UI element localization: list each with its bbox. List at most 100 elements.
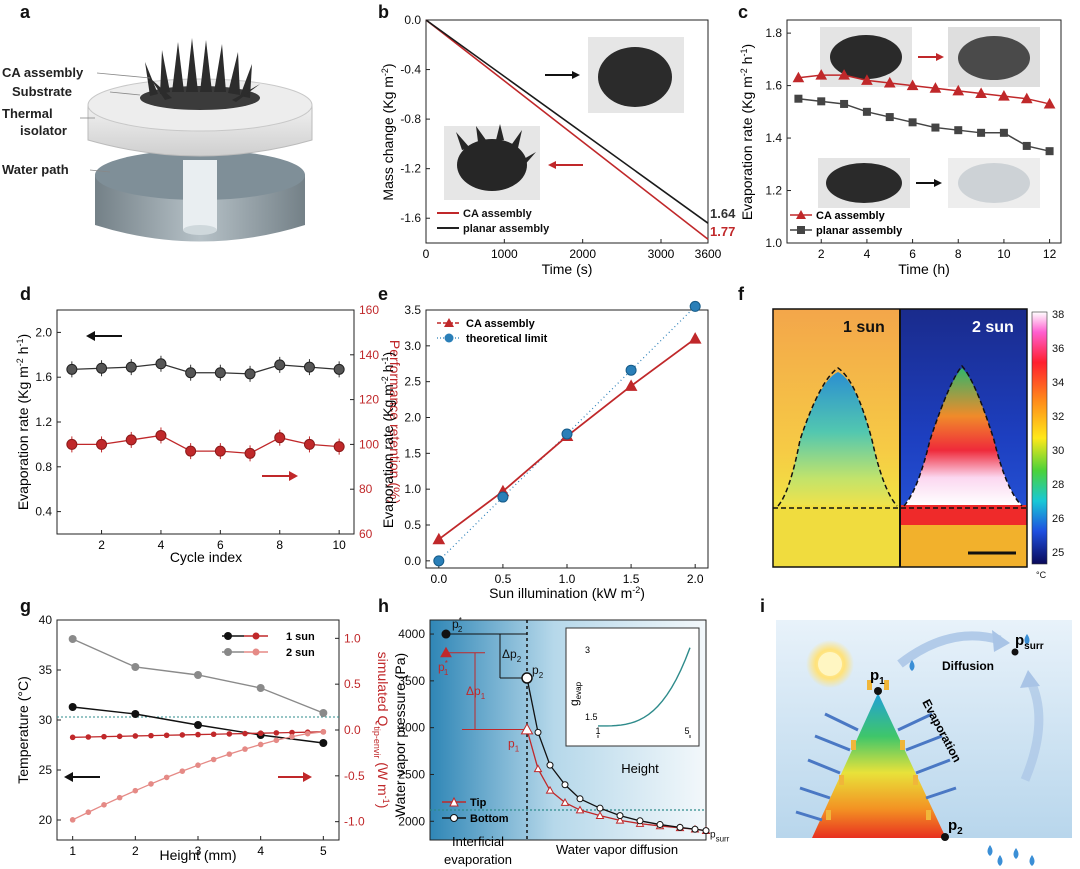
c-ca-point (952, 84, 965, 96)
c-ca-point (838, 69, 850, 80)
e-xtick-label: 1.5 (623, 572, 640, 586)
g-right-ytick-label: 0.5 (344, 677, 361, 691)
g-sim-point (273, 737, 280, 744)
panel-letter-c: c (738, 2, 748, 22)
c-xlabel: Time (h) (898, 261, 950, 277)
cone-outline-1sun (777, 367, 898, 507)
c-ytick-label: 1.4 (765, 131, 782, 145)
e-theoretical-point (497, 491, 509, 503)
g-sim-point (289, 729, 295, 736)
h-label-psurr: psurr (710, 830, 730, 844)
c-planar-point (1045, 147, 1054, 156)
h-ytick-label: 2500 (398, 767, 425, 781)
h-ylabel: Water vapor pressure (Pa) (392, 653, 408, 817)
d-right-ytick-label: 100 (359, 437, 379, 451)
cbar-tick-28: 28 (1052, 479, 1064, 491)
c-xtick-label: 6 (909, 247, 916, 261)
d-retention-point (96, 438, 108, 450)
g-xtick-label: 2 (132, 844, 139, 858)
e-theoretical-point (561, 428, 573, 440)
photo-inset-ca (444, 124, 540, 200)
d-retention-point (125, 434, 137, 446)
panel-d-chart: Cycle index Evaporation rate (Kg m-2 h-1… (15, 303, 403, 565)
g-sim-point (69, 817, 76, 823)
h-label-p1star: p* 1 (438, 659, 449, 677)
h-inset: 3 1.5 1 1 5 Height gevap (565, 627, 700, 776)
c-ca-point (975, 87, 987, 98)
g-sim-point (179, 768, 186, 774)
c-ca-point (998, 90, 1010, 101)
g-sim-point (85, 734, 92, 740)
e-ca-point (688, 332, 702, 344)
label-psurr: psurr (1015, 632, 1044, 652)
legend-b-planar: planar assembly (463, 223, 550, 235)
legend-h-tip: Tip (470, 797, 487, 809)
d-retention-point (274, 432, 286, 444)
g-sim-point (148, 781, 154, 787)
e-theoretical-point (625, 364, 637, 376)
b-ytick-label: 0.0 (404, 13, 421, 27)
g-temp-point (256, 684, 265, 692)
h-bottom-point (616, 812, 624, 820)
cbar-tick-26: 26 (1052, 513, 1064, 525)
c-ylabel: Evaporation rate (Kg m-2 h-1) (739, 44, 755, 220)
d-ytick-label: 2.0 (35, 325, 52, 339)
h-ytick-label: 3500 (398, 674, 425, 688)
cbar-tick-34: 34 (1052, 377, 1064, 389)
photo-inset-planar-after (948, 158, 1040, 208)
series-line-d-evap (71, 363, 340, 375)
legend-e-ca: CA assembly (466, 318, 536, 330)
g-xtick-label: 4 (257, 844, 264, 858)
c-planar-point (840, 99, 849, 108)
d-ytick-label: 1.2 (35, 415, 52, 429)
h-xlabel-left: Interficial (452, 834, 504, 849)
d-ytick-label: 0.4 (35, 505, 52, 519)
c-planar-point (977, 128, 986, 137)
g-sim-point (116, 733, 123, 740)
d-retention-point (214, 445, 226, 457)
g-sim-point (242, 730, 248, 737)
g-ytick-label: 30 (39, 713, 53, 727)
c-planar-point (1022, 141, 1031, 150)
g-right-ytick-label: -0.5 (344, 769, 365, 783)
g-sim-point (195, 762, 201, 768)
h-xlabel-right: Water vapor diffusion (556, 842, 678, 857)
h-bottom-point (691, 825, 699, 833)
h-bottom-point (702, 827, 710, 835)
g-temp-point (319, 739, 328, 747)
d-right-ytick-label: 60 (359, 527, 373, 541)
g-xtick-label: 3 (195, 844, 202, 858)
g-temp-point (68, 703, 77, 711)
b-xtick-label: 3600 (695, 247, 722, 261)
g-right-ytick-label: -1.0 (344, 815, 365, 829)
cbar-tick-38: 38 (1052, 309, 1064, 321)
c-ca-point (1020, 92, 1033, 104)
panel-c-chart: CA assembly planar assembly Time (h) Eva… (739, 19, 1062, 277)
inset-xtick-1b: 1 (595, 726, 600, 736)
label-substrate: Substrate (12, 84, 72, 99)
c-ytick-label: 1.0 (765, 236, 782, 250)
h-tip-point (545, 785, 555, 794)
legend-c-planar: planar assembly (816, 225, 903, 237)
g-temp-point (68, 635, 77, 643)
label-thermal: Thermal (2, 106, 53, 121)
h-tip-point (615, 815, 625, 824)
d-retention-point (185, 445, 197, 457)
d-ylabel-right: Performance retention (%) (387, 340, 403, 504)
h-tip-point (560, 798, 570, 806)
d-evap-point (155, 358, 167, 370)
legend-g-2sun: 2 sun (286, 647, 315, 659)
panel-h-chart: 3 1.5 1 1 5 Height gevap Tip Bottom Wate… (392, 616, 730, 867)
g-sim-point (116, 794, 123, 801)
c-ca-point (929, 82, 942, 93)
c-planar-point (862, 107, 871, 116)
e-xtick-label: 0.5 (495, 572, 512, 586)
series-line-d-retention (71, 434, 340, 455)
g-sim-point (226, 731, 233, 737)
d-ytick-label: 0.8 (35, 460, 52, 474)
d-retention-point (155, 429, 167, 441)
h-p1-point (520, 723, 534, 735)
panel-letter-g: g (20, 596, 31, 616)
e-theoretical-point (689, 300, 701, 312)
